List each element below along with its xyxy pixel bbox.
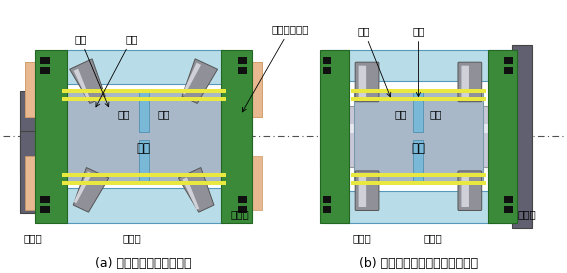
FancyBboxPatch shape [359,66,366,98]
FancyBboxPatch shape [62,97,226,101]
Text: つば輪: つば輪 [353,234,371,244]
FancyBboxPatch shape [324,191,513,223]
FancyBboxPatch shape [62,181,226,185]
FancyBboxPatch shape [25,156,54,210]
Text: 後ぶた: 後ぶた [231,209,249,219]
FancyBboxPatch shape [324,50,513,81]
FancyBboxPatch shape [65,188,223,223]
FancyBboxPatch shape [320,106,517,167]
Polygon shape [74,171,92,203]
FancyBboxPatch shape [351,89,486,93]
Text: 内輪: 内輪 [117,109,130,120]
Polygon shape [73,168,109,212]
Text: 車軸: 車軸 [137,142,151,155]
Text: 後ぶた: 後ぶた [517,209,536,219]
Text: (a) 密封形円すいころ軸受: (a) 密封形円すいころ軸受 [95,257,192,270]
FancyBboxPatch shape [232,156,263,210]
FancyBboxPatch shape [62,173,226,177]
FancyBboxPatch shape [320,124,517,133]
FancyBboxPatch shape [35,124,252,133]
Polygon shape [183,177,199,210]
FancyBboxPatch shape [25,62,54,117]
FancyBboxPatch shape [458,62,482,102]
FancyBboxPatch shape [65,92,223,181]
FancyBboxPatch shape [25,62,54,117]
FancyBboxPatch shape [139,90,149,132]
FancyBboxPatch shape [40,206,50,213]
FancyBboxPatch shape [462,66,469,98]
Text: オイルシール: オイルシール [242,24,308,112]
FancyBboxPatch shape [320,64,347,115]
Text: 車軸: 車軸 [412,142,425,155]
Polygon shape [74,69,91,101]
FancyBboxPatch shape [40,67,50,73]
Text: ころ: ころ [412,26,425,97]
FancyBboxPatch shape [413,140,424,183]
FancyBboxPatch shape [505,206,513,213]
FancyBboxPatch shape [355,171,379,210]
FancyBboxPatch shape [232,62,263,117]
Text: (b) 密封形つば付き円筒ころ軸受: (b) 密封形つば付き円筒ころ軸受 [359,257,478,270]
FancyBboxPatch shape [221,50,252,223]
Text: 外輪: 外輪 [358,26,391,97]
Polygon shape [183,63,201,94]
FancyBboxPatch shape [238,67,247,73]
FancyBboxPatch shape [413,90,424,132]
Text: 間座: 間座 [430,109,442,120]
FancyBboxPatch shape [351,97,486,101]
FancyBboxPatch shape [355,62,379,102]
FancyBboxPatch shape [458,171,482,210]
FancyBboxPatch shape [232,62,263,117]
FancyBboxPatch shape [490,64,517,115]
FancyBboxPatch shape [354,92,483,181]
FancyBboxPatch shape [351,173,486,177]
Text: 外輪: 外輪 [74,34,109,107]
Text: 間座: 間座 [157,109,170,120]
Polygon shape [70,59,105,103]
FancyBboxPatch shape [505,57,513,64]
Polygon shape [179,168,214,212]
FancyBboxPatch shape [65,92,223,112]
FancyBboxPatch shape [513,45,532,228]
Text: 保持器: 保持器 [122,234,141,244]
FancyBboxPatch shape [490,157,517,209]
FancyBboxPatch shape [62,89,226,93]
FancyBboxPatch shape [323,57,332,64]
FancyBboxPatch shape [488,50,517,223]
FancyBboxPatch shape [323,206,332,213]
FancyBboxPatch shape [359,174,366,207]
FancyBboxPatch shape [323,196,332,203]
FancyBboxPatch shape [40,57,50,64]
Text: 内輪: 内輪 [395,109,407,120]
FancyBboxPatch shape [320,50,349,223]
FancyBboxPatch shape [320,157,347,209]
FancyBboxPatch shape [323,67,332,73]
FancyBboxPatch shape [40,196,50,203]
FancyBboxPatch shape [20,91,40,172]
FancyBboxPatch shape [35,106,252,167]
FancyBboxPatch shape [238,57,247,64]
Text: ころ: ころ [96,34,138,107]
FancyBboxPatch shape [65,50,223,84]
Polygon shape [182,59,218,103]
Text: 油切り: 油切り [23,234,43,244]
FancyBboxPatch shape [505,196,513,203]
FancyBboxPatch shape [238,206,247,213]
FancyBboxPatch shape [139,140,149,183]
FancyBboxPatch shape [505,67,513,73]
Text: 保持器: 保持器 [424,234,443,244]
FancyBboxPatch shape [238,196,247,203]
FancyBboxPatch shape [351,181,486,185]
FancyBboxPatch shape [462,174,469,207]
FancyBboxPatch shape [35,50,66,223]
FancyBboxPatch shape [20,131,40,213]
